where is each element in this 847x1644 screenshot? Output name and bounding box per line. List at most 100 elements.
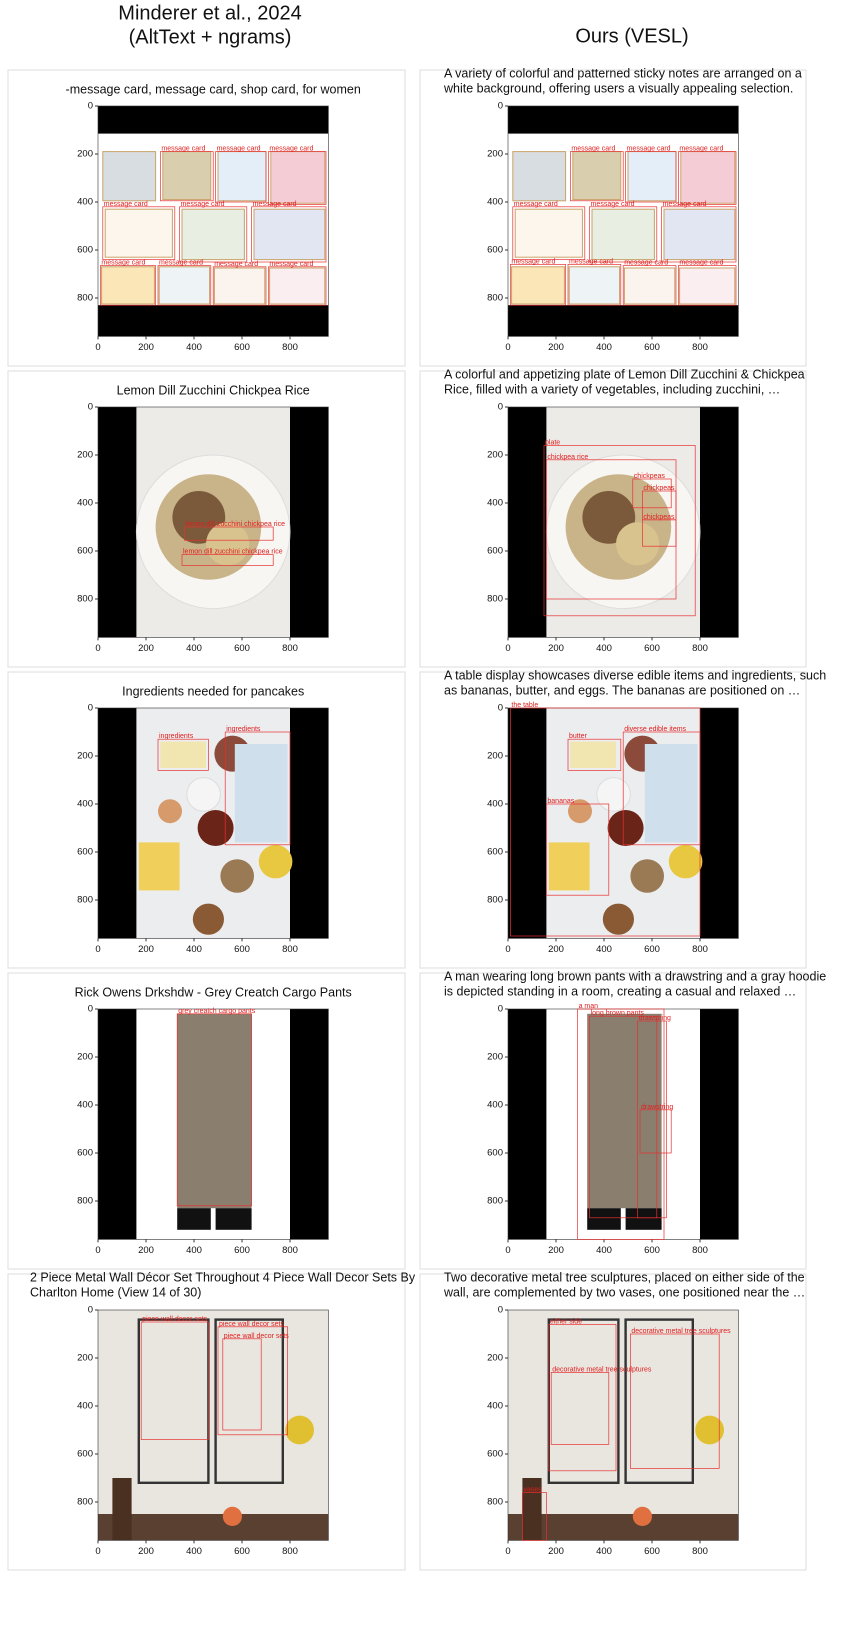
bounding-box bbox=[550, 1372, 610, 1445]
caption: 2 Piece Metal Wall Décor Set Throughout … bbox=[30, 1270, 416, 1284]
image-region bbox=[627, 151, 677, 202]
box-label: lemon dill zucchini chickpea rice bbox=[183, 549, 283, 556]
image-region bbox=[679, 267, 736, 305]
image-region bbox=[217, 151, 267, 202]
image-region bbox=[644, 744, 698, 843]
y-tick-label: 200 bbox=[77, 1052, 93, 1063]
panel-border bbox=[7, 671, 406, 969]
box-label: message card bbox=[571, 146, 615, 153]
image-region bbox=[206, 522, 250, 566]
y-tick-label: 800 bbox=[77, 1497, 93, 1508]
image bbox=[508, 1009, 739, 1240]
x-tick-label: 600 bbox=[234, 944, 250, 955]
image-region bbox=[197, 810, 234, 846]
image-region bbox=[587, 1208, 621, 1230]
y-tick-label: 200 bbox=[487, 1052, 503, 1063]
x-tick-label: 200 bbox=[548, 1546, 564, 1557]
bounding-box bbox=[512, 206, 586, 260]
bounding-box bbox=[268, 266, 327, 306]
bounding-box bbox=[510, 264, 566, 306]
bounding-box bbox=[632, 478, 672, 509]
image-region bbox=[680, 151, 736, 204]
y-tick-label: 800 bbox=[77, 293, 93, 304]
image-region bbox=[253, 208, 326, 261]
x-tick-label: 200 bbox=[548, 342, 564, 353]
image-region bbox=[668, 844, 703, 879]
x-tick-label: 600 bbox=[644, 944, 660, 955]
box-label: message card bbox=[269, 261, 313, 268]
x-tick-label: 600 bbox=[644, 342, 660, 353]
image-region bbox=[623, 267, 676, 305]
caption: Rice, filled with a variety of vegetable… bbox=[444, 382, 780, 396]
caption: Ingredients needed for pancakes bbox=[122, 684, 304, 698]
image-frame bbox=[97, 1008, 329, 1240]
box-label: plate bbox=[545, 439, 560, 446]
box-label: the table bbox=[511, 702, 538, 709]
bounding-box bbox=[215, 151, 267, 203]
image-region bbox=[548, 842, 590, 891]
caption: wall, are complemented by two vases, one… bbox=[443, 1285, 805, 1299]
image-region bbox=[102, 151, 157, 202]
x-tick-label: 800 bbox=[692, 1245, 708, 1256]
box-label: message card bbox=[159, 260, 203, 267]
box-label: message card bbox=[511, 258, 555, 265]
bounding-box bbox=[102, 206, 176, 260]
image-region bbox=[158, 799, 182, 824]
x-tick-label: 400 bbox=[186, 643, 202, 654]
box-label: message card bbox=[181, 201, 225, 208]
image-region bbox=[258, 844, 293, 879]
bounding-box bbox=[661, 206, 737, 263]
x-tick-label: 800 bbox=[282, 342, 298, 353]
panel-border bbox=[419, 671, 807, 969]
image-region bbox=[98, 305, 329, 337]
box-label: drawstring bbox=[639, 1015, 671, 1022]
y-tick-label: 600 bbox=[487, 847, 503, 858]
box-label: message card bbox=[627, 146, 671, 153]
box-label: long brown pants bbox=[591, 1010, 645, 1017]
image-region bbox=[112, 1478, 132, 1541]
bounding-box bbox=[543, 445, 696, 617]
box-label: chickpeas bbox=[634, 473, 666, 480]
bounding-box bbox=[630, 1333, 720, 1469]
x-tick-label: 200 bbox=[548, 1245, 564, 1256]
image-region bbox=[587, 1013, 662, 1209]
box-label: either side bbox=[550, 1318, 582, 1325]
image-region bbox=[508, 1514, 739, 1541]
image-region bbox=[591, 208, 655, 261]
x-tick-label: 400 bbox=[596, 643, 612, 654]
bounding-box bbox=[642, 519, 677, 547]
bounding-box bbox=[181, 554, 274, 566]
bounding-box bbox=[100, 265, 156, 306]
box-label: message card bbox=[679, 146, 723, 153]
x-tick-label: 0 bbox=[505, 643, 510, 654]
caption: Charlton Home (View 14 of 30) bbox=[30, 1285, 201, 1299]
x-tick-label: 800 bbox=[282, 944, 298, 955]
x-tick-label: 0 bbox=[95, 1245, 100, 1256]
bounding-box bbox=[157, 738, 209, 771]
y-tick-label: 800 bbox=[77, 594, 93, 605]
bounding-box bbox=[522, 1492, 547, 1541]
image-region bbox=[222, 1506, 242, 1526]
caption: Rick Owens Drkshdw - Grey Creatch Cargo … bbox=[75, 985, 352, 999]
bounding-box bbox=[639, 1109, 672, 1154]
y-tick-label: 0 bbox=[498, 703, 503, 714]
y-tick-label: 600 bbox=[487, 1449, 503, 1460]
image-region bbox=[663, 208, 736, 261]
box-label: chickpea rice bbox=[547, 454, 588, 461]
x-tick-label: 600 bbox=[644, 643, 660, 654]
x-tick-label: 0 bbox=[505, 1546, 510, 1557]
caption: Two decorative metal tree sculptures, pl… bbox=[444, 1270, 805, 1284]
bounding-box bbox=[589, 1015, 658, 1219]
image-region bbox=[104, 208, 173, 258]
panel-border bbox=[419, 972, 807, 1270]
box-label: a man bbox=[579, 1003, 599, 1010]
image-region bbox=[508, 106, 739, 134]
bounding-box bbox=[224, 731, 291, 846]
y-tick-label: 400 bbox=[487, 799, 503, 810]
image-region bbox=[158, 266, 211, 305]
y-tick-label: 0 bbox=[88, 703, 93, 714]
image-region bbox=[632, 1506, 653, 1526]
image-frame bbox=[97, 707, 329, 939]
image-frame bbox=[507, 406, 739, 638]
